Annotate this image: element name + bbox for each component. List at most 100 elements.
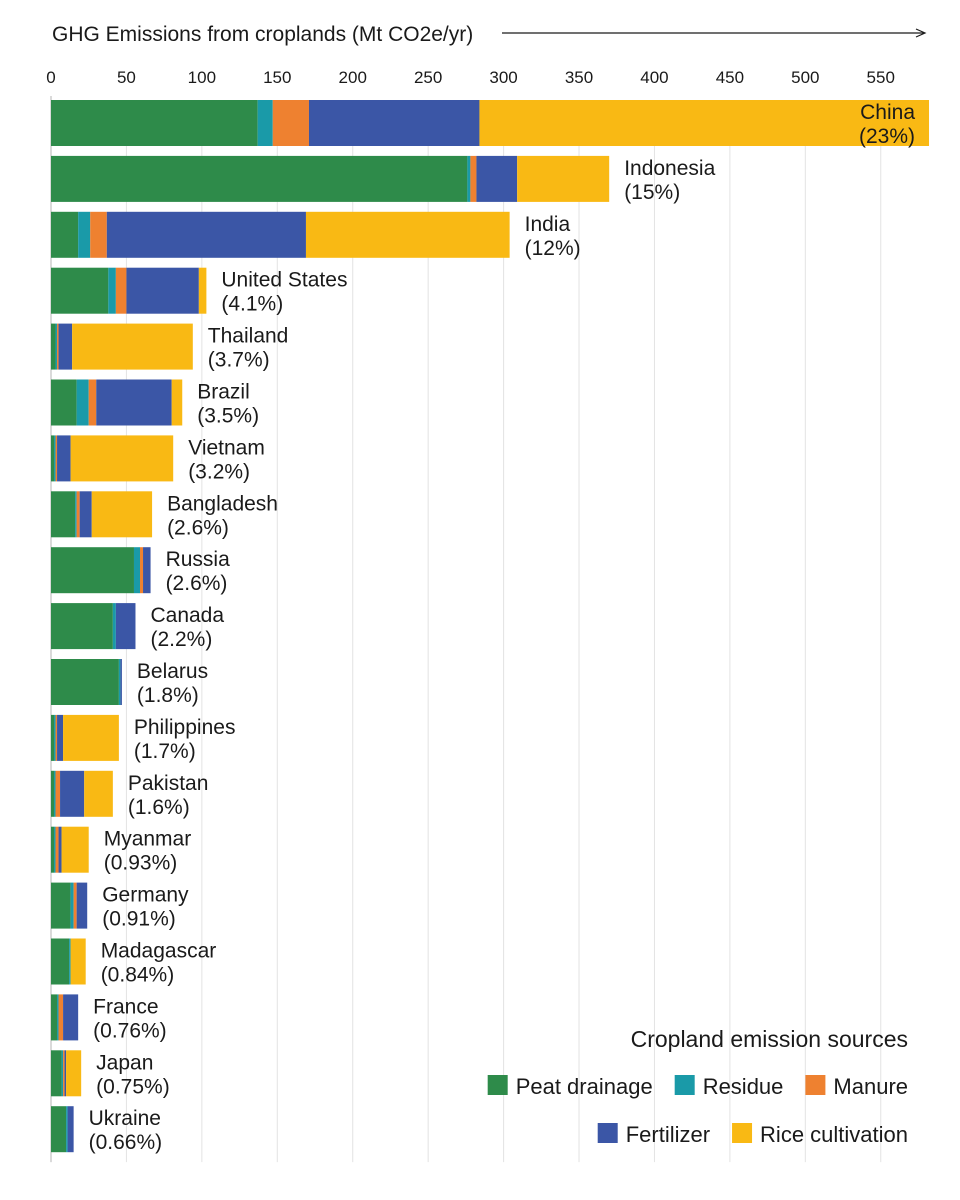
bar-segment — [51, 714, 55, 761]
x-tick-label: 500 — [791, 68, 819, 87]
bar-label-share: (15%) — [624, 181, 680, 204]
bar-segment — [69, 938, 71, 985]
legend-swatch — [597, 1123, 618, 1143]
bar-segment — [51, 379, 77, 426]
legend-title: Cropland emission sources — [631, 1026, 908, 1052]
bar-segment — [73, 882, 77, 929]
bar-segment — [305, 211, 510, 258]
legend-row: Fertilizer Rice cultivation — [597, 1122, 908, 1147]
bar-label-country: Russia — [166, 548, 231, 571]
bar-label-country: Vietnam — [188, 436, 265, 459]
bar-label-share: (2.2%) — [150, 628, 212, 651]
legend-label: Rice cultivation — [760, 1122, 908, 1147]
bar-segment — [84, 770, 113, 817]
bar-label-country: Madagascar — [101, 940, 217, 963]
bar-label-country: United States — [221, 269, 347, 292]
legend-label: Manure — [833, 1074, 908, 1099]
bar-label-country: France — [93, 995, 158, 1018]
bar-segment — [66, 1106, 68, 1153]
bar-segment — [51, 938, 70, 985]
bar-segment — [108, 267, 116, 314]
bar-segment — [55, 323, 58, 370]
bar-segment — [112, 603, 116, 650]
bar-segment — [479, 100, 930, 146]
bar-segment — [51, 1050, 62, 1097]
bar-label-share: (3.7%) — [208, 349, 270, 372]
bar-segment — [55, 435, 58, 482]
bar-segment — [198, 267, 207, 314]
bar-segment — [70, 882, 74, 929]
bar-segment — [79, 491, 92, 538]
bar-segment — [51, 267, 109, 314]
x-tick-labels: 0 50 100 150 200 250 300 350 400 450 500 550 — [46, 68, 895, 87]
bar-label-share: (3.2%) — [188, 460, 250, 483]
legend-swatch — [805, 1075, 826, 1095]
bar-label-country: Germany — [102, 884, 189, 907]
legend-label: Fertilizer — [626, 1122, 710, 1147]
bar-label-share: (2.6%) — [166, 572, 228, 595]
bar-segment — [70, 938, 86, 985]
bar-segment — [57, 714, 64, 761]
bar-segment — [63, 714, 119, 761]
x-tick-label: 450 — [716, 68, 744, 87]
bar-segment — [63, 1050, 65, 1097]
axis-arrow — [502, 28, 927, 38]
bar-segment — [115, 603, 136, 650]
bar-segment — [90, 211, 107, 258]
bar-labels: China(23%) Indonesia(15%) India(12%) United… — [89, 101, 916, 1154]
bar-segment — [63, 994, 79, 1041]
x-tick-label: 0 — [46, 68, 55, 87]
bar-segment — [57, 435, 71, 482]
bar-segment — [257, 100, 273, 146]
bar-segment — [60, 770, 85, 817]
bar-label-share: (0.84%) — [101, 964, 175, 987]
bar-label-share: (0.93%) — [104, 852, 178, 875]
bar-label-country: Philippines — [134, 716, 236, 739]
bar-label-country: Belarus — [137, 660, 208, 683]
bar-label-share: (1.8%) — [137, 684, 199, 707]
bar-segment — [126, 267, 199, 314]
bar-segment — [476, 155, 518, 202]
bar-segment — [51, 155, 468, 202]
bar-label-share: (0.91%) — [102, 908, 176, 931]
bar-segment — [51, 770, 55, 817]
bar-label-share: (1.6%) — [128, 796, 190, 819]
bar-label-country: Japan — [96, 1051, 153, 1074]
bar-label-country: India — [525, 213, 571, 236]
bar-label-share: (12%) — [525, 237, 581, 260]
bar-segment — [140, 547, 144, 594]
bar-segment — [51, 1106, 67, 1153]
bar-segment — [54, 435, 56, 482]
x-tick-label: 200 — [339, 68, 367, 87]
axis-title: GHG Emissions from croplands (Mt CO2e/yr… — [52, 23, 473, 46]
bar-segment — [54, 770, 56, 817]
bar-label-country: Pakistan — [128, 772, 209, 795]
bar-segment — [88, 379, 97, 426]
bar-segment — [143, 547, 151, 594]
bar-label-country: Myanmar — [104, 828, 192, 851]
bar-segment — [120, 659, 122, 705]
bar-segment — [171, 379, 183, 426]
bar-segment — [55, 714, 58, 761]
legend-label: Residue — [703, 1074, 784, 1099]
bar-label-country: Ukraine — [89, 1107, 161, 1130]
legend-label: Peat drainage — [516, 1074, 653, 1099]
bar-segment — [78, 211, 91, 258]
legend-swatch — [732, 1123, 753, 1143]
bar-segment — [54, 826, 56, 873]
bar-segment — [51, 882, 71, 929]
bar-segment — [58, 826, 62, 873]
x-tick-label: 150 — [263, 68, 291, 87]
bar-segment — [58, 323, 73, 370]
bar-segment — [54, 714, 56, 761]
bar-segment — [51, 491, 76, 538]
bar-segment — [115, 267, 127, 314]
bar-label-country: China — [860, 101, 915, 124]
bar-segment — [467, 155, 471, 202]
bar-segment — [96, 379, 172, 426]
bar-label-share: (2.6%) — [167, 516, 229, 539]
bar-label-share: (0.76%) — [93, 1019, 167, 1042]
bar-segment — [67, 1106, 74, 1153]
x-tick-label: 350 — [565, 68, 593, 87]
bar-segment — [517, 155, 610, 202]
